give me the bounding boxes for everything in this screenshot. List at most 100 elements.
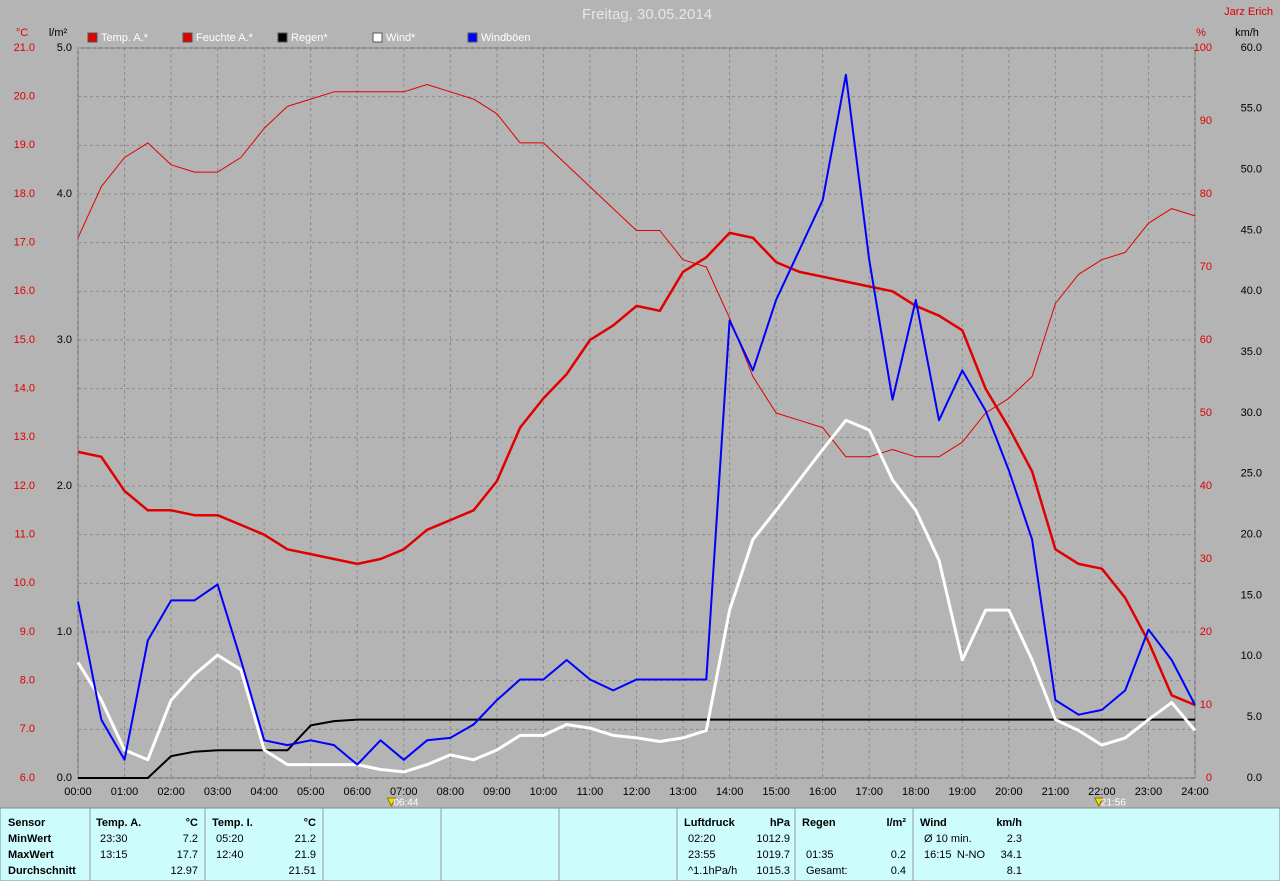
x-tick-label: 08:00 xyxy=(437,786,465,798)
table-cell: 1019.7 xyxy=(756,849,790,861)
table-cell: 16:15 xyxy=(924,849,952,861)
y-axis-unit: °C xyxy=(16,27,28,39)
table-cell: N-NO xyxy=(957,849,986,861)
x-tick-label: 02:00 xyxy=(157,786,185,798)
table-cell: 0.2 xyxy=(891,849,906,861)
chart-title: Freitag, 30.05.2014 xyxy=(582,6,712,23)
y2-tick-label: 90 xyxy=(1200,115,1212,127)
x-tick-label: 01:00 xyxy=(111,786,139,798)
y-tick-label: 9.0 xyxy=(20,626,35,638)
x-tick-label: 07:00 xyxy=(390,786,418,798)
table-cell: 17.7 xyxy=(177,849,198,861)
x-tick-label: 03:00 xyxy=(204,786,232,798)
table-dividers xyxy=(89,808,914,881)
x-tick-label: 17:00 xyxy=(855,786,883,798)
table-cell: 23:30 xyxy=(100,833,128,845)
table-cell: ^1.1hPa/h xyxy=(688,865,737,877)
table-header: km/h xyxy=(996,817,1022,829)
y3-tick-label: 2.0 xyxy=(57,480,72,492)
table-cell: 0.4 xyxy=(891,865,906,877)
legend-swatch xyxy=(182,32,193,43)
table-header: Luftdruck xyxy=(684,817,736,829)
table-header: Wind xyxy=(920,817,947,829)
table-header: Temp. A. xyxy=(96,817,141,829)
table-cell: 23:55 xyxy=(688,849,716,861)
table-cell: MaxWert xyxy=(8,849,54,861)
x-tick-label: 20:00 xyxy=(995,786,1023,798)
y4-tick-label: 40.0 xyxy=(1241,285,1262,297)
y2-tick-label: 50 xyxy=(1200,407,1212,419)
table-cell: Gesamt: xyxy=(806,865,848,877)
y4-tick-label: 25.0 xyxy=(1241,468,1262,480)
y-tick-label: 6.0 xyxy=(20,772,35,784)
y2-tick-label: 10 xyxy=(1200,699,1212,711)
y4-tick-label: 45.0 xyxy=(1241,224,1262,236)
y4-tick-label: 0.0 xyxy=(1247,772,1262,784)
legend-label: Windböen xyxy=(481,32,531,44)
y2-tick-label: 60 xyxy=(1200,334,1212,346)
y-tick-label: 16.0 xyxy=(14,285,35,297)
x-tick-label: 06:00 xyxy=(343,786,371,798)
x-tick-label: 09:00 xyxy=(483,786,511,798)
y-tick-label: 17.0 xyxy=(14,237,35,249)
x-tick-label: 13:00 xyxy=(669,786,697,798)
x-tick-label: 21:00 xyxy=(1042,786,1070,798)
table-header: Temp. I. xyxy=(212,817,253,829)
legend-swatch xyxy=(87,32,98,43)
x-tick-label: 23:00 xyxy=(1135,786,1163,798)
series-line xyxy=(77,84,1196,458)
table-cell: 21.9 xyxy=(295,849,316,861)
table-header: hPa xyxy=(770,817,791,829)
legend-label: Regen* xyxy=(291,32,328,44)
table-cell: 05:20 xyxy=(216,833,244,845)
table-cell: 21.2 xyxy=(295,833,316,845)
y-tick-label: 20.0 xyxy=(14,91,35,103)
table-header: °C xyxy=(186,817,198,829)
x-tick-label: 18:00 xyxy=(902,786,930,798)
x-tick-label: 22:00 xyxy=(1088,786,1116,798)
y-tick-label: 10.0 xyxy=(14,577,35,589)
y3-tick-label: 0.0 xyxy=(57,772,72,784)
series-line xyxy=(77,231,1196,707)
x-tick-label: 05:00 xyxy=(297,786,325,798)
table-cell: 8.1 xyxy=(1007,865,1022,877)
y4-tick-label: 10.0 xyxy=(1241,650,1262,662)
y4-tick-label: 30.0 xyxy=(1241,407,1262,419)
table-cell: 2.3 xyxy=(1007,833,1022,845)
x-tick-label: 19:00 xyxy=(949,786,977,798)
y3-axis-unit: l/m² xyxy=(49,27,68,39)
table-header: Sensor xyxy=(8,817,46,829)
sun-time: 06:44 xyxy=(393,798,418,809)
table-cell: 13:15 xyxy=(100,849,128,861)
y4-tick-label: 55.0 xyxy=(1241,103,1262,115)
y-tick-label: 8.0 xyxy=(20,675,35,687)
series-line xyxy=(76,418,1197,774)
table-cell: 21.51 xyxy=(288,865,316,877)
table-cell: MinWert xyxy=(8,833,52,845)
y2-tick-label: 80 xyxy=(1200,188,1212,200)
sun-marker xyxy=(1093,797,1104,808)
sun-time: 21:56 xyxy=(1101,798,1126,809)
y-tick-label: 7.0 xyxy=(20,723,35,735)
x-tick-label: 10:00 xyxy=(530,786,558,798)
y-tick-label: 15.0 xyxy=(14,334,35,346)
y4-tick-label: 35.0 xyxy=(1241,346,1262,358)
legend-label: Wind* xyxy=(386,32,416,44)
legend-swatch xyxy=(467,32,478,43)
y4-tick-label: 20.0 xyxy=(1241,529,1262,541)
table-cell: Ø 10 min. xyxy=(924,833,972,845)
table-cell: 1012.9 xyxy=(756,833,790,845)
table-cell: 34.1 xyxy=(1001,849,1022,861)
x-tick-label: 00:00 xyxy=(64,786,92,798)
y3-tick-label: 1.0 xyxy=(57,626,72,638)
y-tick-label: 11.0 xyxy=(14,529,35,541)
table-header: Regen xyxy=(802,817,836,829)
y3-tick-label: 3.0 xyxy=(57,334,72,346)
y4-tick-label: 15.0 xyxy=(1241,589,1262,601)
table-cell: 12:40 xyxy=(216,849,244,861)
y-tick-label: 14.0 xyxy=(14,383,35,395)
stats-panel xyxy=(0,807,1280,881)
y-tick-label: 13.0 xyxy=(14,431,35,443)
